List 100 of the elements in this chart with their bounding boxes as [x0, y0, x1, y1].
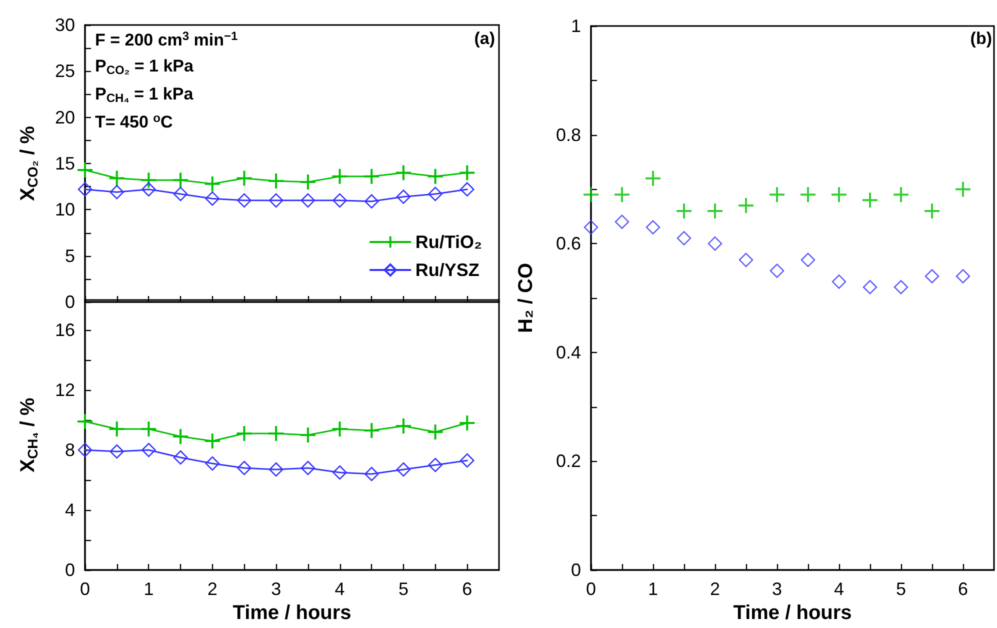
- point: [204, 175, 221, 192]
- point: [862, 192, 878, 209]
- point: [614, 214, 630, 229]
- point: [800, 186, 816, 204]
- x-tick-label: 5: [896, 579, 906, 599]
- point: [396, 190, 411, 204]
- point: [140, 172, 158, 189]
- point: [110, 184, 124, 200]
- y-tick-label: 5: [64, 246, 75, 266]
- point: [364, 194, 379, 209]
- y-tick-label: 0: [64, 292, 75, 312]
- legend-label: Ru/YSZ: [415, 260, 480, 280]
- point: [426, 168, 444, 185]
- x-tick-label: 2: [710, 579, 720, 599]
- x-tick-label: 6: [958, 579, 968, 599]
- point: [331, 420, 348, 438]
- annotation: (a): [474, 29, 496, 48]
- point: [268, 425, 285, 442]
- y-tick-label: 0: [570, 560, 581, 580]
- x-tick-label: 3: [271, 579, 282, 599]
- point: [300, 193, 316, 208]
- point: [394, 418, 412, 434]
- point: [76, 413, 94, 430]
- point: [924, 202, 940, 220]
- point: [706, 202, 724, 220]
- y-tick-label: 20: [54, 107, 75, 128]
- point: [173, 186, 188, 202]
- point: [394, 164, 412, 182]
- point: [205, 191, 220, 206]
- point: [862, 280, 878, 294]
- point: [708, 236, 722, 251]
- point: [770, 264, 784, 278]
- point: [458, 164, 476, 182]
- point: [108, 170, 126, 187]
- point: [460, 182, 474, 197]
- y-tick-label: 0.8: [556, 124, 581, 145]
- x-tick-label: 0: [586, 579, 596, 599]
- point: [924, 269, 940, 284]
- point: [332, 193, 347, 208]
- point: [78, 442, 92, 458]
- point: [644, 170, 662, 187]
- point: [237, 193, 252, 208]
- point: [172, 428, 190, 445]
- point: [428, 186, 442, 202]
- y-axis-title: XCH₄ / %: [17, 397, 40, 472]
- point: [76, 161, 94, 178]
- point: [832, 274, 846, 289]
- x-tick-label: 0: [80, 579, 90, 599]
- point: [140, 420, 158, 438]
- y-tick-label: 12: [54, 380, 75, 400]
- legend-label: Ru/TiO₂: [415, 232, 482, 252]
- y-tick-label: 25: [54, 61, 75, 82]
- point: [205, 456, 220, 471]
- y-tick-label: 30: [54, 15, 75, 35]
- y-tick-label: 1: [570, 16, 581, 36]
- y-tick-label: 0.4: [556, 342, 581, 362]
- y-tick-label: 4: [64, 500, 75, 520]
- x-tick-label: 4: [334, 579, 345, 599]
- point: [956, 269, 970, 284]
- y-tick-label: 10: [54, 200, 75, 220]
- point: [204, 432, 221, 450]
- point: [110, 444, 124, 459]
- point: [830, 186, 848, 204]
- annotation: (b): [970, 29, 992, 48]
- point: [584, 220, 598, 234]
- point: [299, 173, 316, 190]
- point: [299, 426, 316, 444]
- point: [237, 460, 252, 476]
- x-axis-title: Time / hours: [733, 602, 852, 624]
- x-axis-title: Time / hours: [232, 602, 352, 624]
- point: [78, 182, 92, 197]
- x-tick-label: 5: [398, 579, 408, 599]
- x-tick-label: 3: [772, 579, 782, 599]
- point: [331, 168, 348, 185]
- point: [614, 186, 630, 204]
- point: [268, 193, 284, 208]
- point: [142, 182, 156, 197]
- point: [646, 220, 660, 234]
- point: [768, 186, 786, 204]
- point: [332, 465, 347, 480]
- point: [300, 460, 316, 476]
- point: [108, 420, 126, 438]
- point: [172, 172, 190, 189]
- point: [268, 462, 284, 477]
- point: [236, 170, 253, 187]
- point: [582, 186, 600, 204]
- x-tick-label: 2: [207, 579, 218, 599]
- x-tick-label: 6: [462, 579, 472, 599]
- point: [458, 414, 476, 432]
- point: [954, 180, 972, 198]
- point: [676, 202, 692, 220]
- point: [363, 422, 380, 439]
- point: [426, 424, 444, 440]
- point: [173, 450, 188, 465]
- point: [363, 168, 380, 185]
- x-tick-label: 1: [144, 579, 154, 599]
- y-tick-label: 0.6: [556, 234, 581, 254]
- y-tick-label: 8: [64, 440, 75, 460]
- point: [396, 462, 411, 477]
- y-axis-title: XCO₂ / %: [17, 126, 40, 202]
